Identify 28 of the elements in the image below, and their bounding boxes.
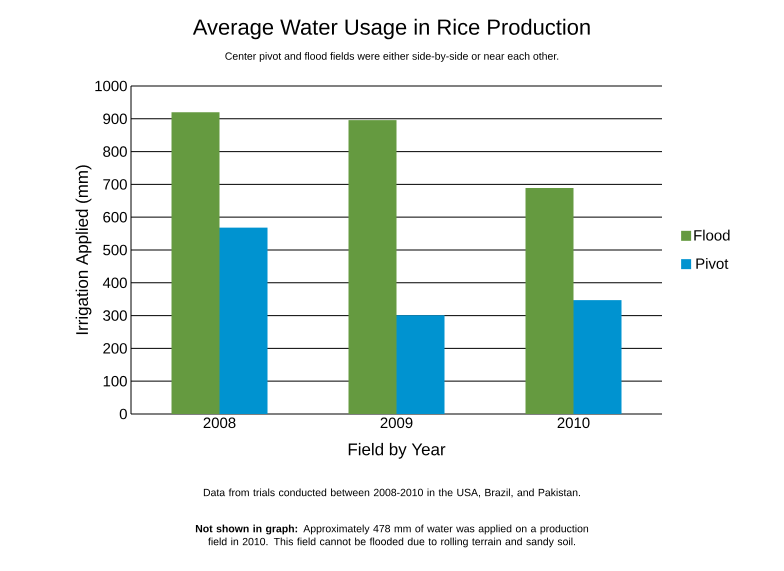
bar <box>220 228 268 414</box>
x-tick-label: 2008 <box>204 418 236 428</box>
legend-label: Flood <box>694 230 730 241</box>
y-tick-label: 0 <box>120 408 127 420</box>
y-tick-label: 800 <box>103 146 127 157</box>
bar <box>574 300 622 414</box>
y-tick-label: 400 <box>102 277 127 288</box>
x-axis-title: Field by Year <box>348 442 446 459</box>
y-tick-label: 100 <box>104 376 127 386</box>
y-tick-label: 500 <box>103 244 127 256</box>
bar <box>526 188 574 414</box>
x-tick-label: 2009 <box>380 418 412 428</box>
text: Data from trials conducted between 2008-2010 in the USA, Brazil, and Pakistan. <box>204 488 580 498</box>
bar <box>348 120 397 414</box>
x-tick-label: 2010 <box>558 418 590 428</box>
bar <box>396 315 445 414</box>
y-tick-label: 200 <box>103 343 127 354</box>
y-tick-label: 700 <box>103 179 127 190</box>
chart-subtitle: Center pivot and flood fields were either side-by-side or near each other. <box>225 52 558 62</box>
bar <box>172 112 220 414</box>
chart-title: Average Water Usage in Rice Production <box>192 18 590 40</box>
y-tick-label: 300 <box>103 310 127 321</box>
text: Not shown in graph: Approximately 478 mm of water was applied on a production field in 2010. This field cannot be flooded due to rolling terrain and sandy soil. <box>196 524 588 548</box>
legend-label: Pivot <box>696 258 728 269</box>
y-tick-label: 900 <box>103 113 127 124</box>
y-axis-title: Irrigation Applied (mm) <box>76 165 92 334</box>
y-tick-label: 1000 <box>95 80 127 92</box>
y-tick-label: 600 <box>103 212 127 222</box>
